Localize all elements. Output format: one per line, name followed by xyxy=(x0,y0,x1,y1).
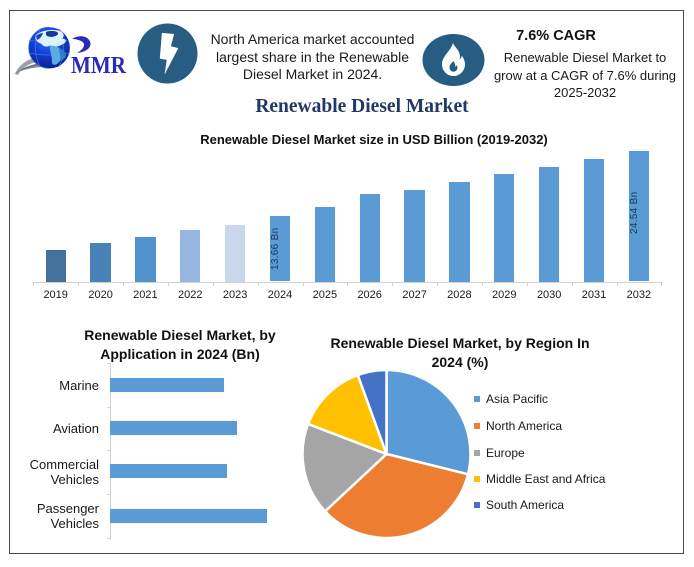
svg-text:MMR: MMR xyxy=(71,53,127,78)
